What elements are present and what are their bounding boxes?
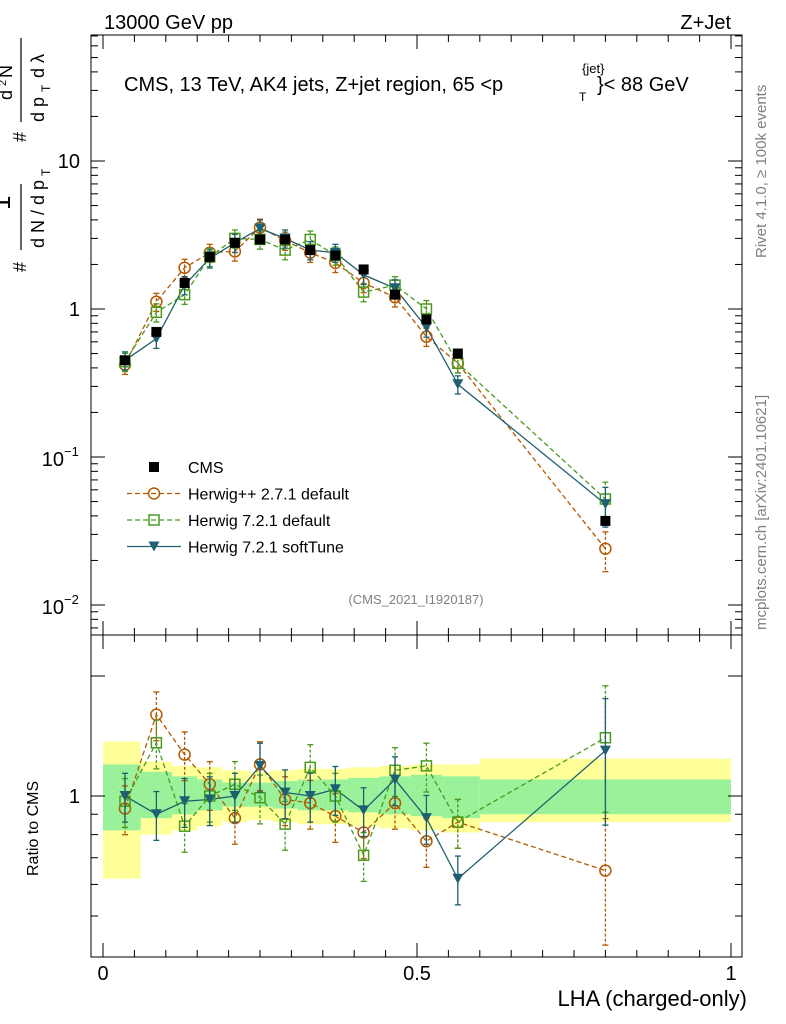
softtune-point [279,787,291,798]
softtune-point [389,774,401,785]
y-axis-label-main: # 1 d N / d p T # d 2 N d p T d λ [0,38,53,272]
svg-text:#: # [10,262,30,272]
softtune-point [119,791,131,801]
cms-point [330,250,341,261]
y-tick-label-exp: −2 [64,592,79,607]
softtune-point [150,809,162,820]
svg-text:d: d [0,90,16,100]
x-tick-label: 1 [725,963,736,985]
herwig721-point [452,816,464,828]
herwig721-point [150,737,163,749]
x-tick-label: 0.5 [403,963,431,985]
cms-point [600,515,611,526]
herwigpp-point [599,542,612,555]
cms-point [390,289,401,300]
ratio-line-0 [124,713,606,872]
header-right: Z+Jet [680,12,731,34]
svg-text:N: N [0,65,16,78]
y-tick-label: 1 [69,299,80,321]
herwig721-point [357,286,370,298]
herwig721-point [420,303,433,315]
band-inner-bin [442,776,480,819]
svg-text:T: T [39,84,53,92]
svg-text:}< 88 GeV: }< 88 GeV [597,74,689,96]
y-tick-label-exp: −1 [64,444,79,459]
softtune-point [358,805,370,816]
softtune-point [420,322,432,333]
svg-text:1: 1 [0,196,16,210]
cms-point [280,234,291,245]
softtune-point [599,499,611,510]
cms-point [179,277,190,288]
analysis-tag: (CMS_2021_I1920187) [348,592,483,607]
legend-label: Herwig 7.2.1 default [188,513,331,530]
plot-title: CMS, 13 TeV, AK4 jets, Z+jet region, 65 … [124,61,689,104]
legend: CMS Herwig++ 2.7.1 default Herwig 7.2.1 de… [127,460,350,557]
herwig721-point [420,760,433,772]
y-tick-label: 10 [42,449,64,471]
softtune-point [452,873,464,884]
ratio-line-2 [124,750,606,880]
softtune-point [304,791,316,801]
y-tick-label: 10 [42,597,64,619]
x-axis-label: LHA (charged-only) [557,986,747,1011]
softtune-point [452,379,464,390]
svg-text:CMS, 13 TeV, AK4 jets, Z+jet r: CMS, 13 TeV, AK4 jets, Z+jet region, 65 … [124,74,503,96]
herwig721-point [148,514,160,526]
y-axis-label-ratio: Ratio to CMS [25,781,42,876]
herwig721-point [254,791,266,804]
softtune-point [254,760,266,771]
legend-label: CMS [188,460,224,477]
cms-point [149,462,159,472]
softtune-point [148,541,160,552]
softtune-point [329,784,341,795]
svg-text:d N / d p: d N / d p [28,180,48,248]
herwigpp-point [599,864,612,877]
svg-text:T: T [579,90,587,104]
cms-point [452,348,463,359]
band-inner-bin [103,764,141,831]
svg-text:2: 2 [0,80,9,86]
cms-point [151,326,162,337]
legend-label: Herwig++ 2.7.1 default [188,487,350,504]
main-series [118,218,612,573]
x-tick-label: 0 [97,963,108,985]
ratio-uncertainty-bands [103,741,731,879]
rivet-label: Rivet 4.1.0, ≥ 100k events [753,85,770,258]
svg-text:T: T [39,168,53,176]
legend-label: Herwig 7.2.1 softTune [188,540,344,557]
svg-text:{jet}: {jet} [582,61,605,76]
softtune-point [599,745,611,756]
softtune-point [420,813,432,824]
header-left: 13000 GeV pp [104,12,233,34]
svg-text:d p: d p [28,97,48,122]
softtune-point [254,223,266,234]
svg-text:#: # [10,132,30,142]
ratio-y-tick-label: 1 [69,786,80,808]
cms-point [305,245,316,256]
herwigpp-point [178,261,191,274]
herwig721-point [150,306,163,319]
herwigpp-point [147,487,161,500]
y-tick-label: 10 [58,151,80,173]
ratio-series [118,685,612,946]
softtune-point [204,794,216,805]
cms-point [229,237,240,248]
softtune-point [389,283,401,294]
cms-point [204,251,215,262]
cms-point [119,355,130,366]
herwig721-point [304,761,316,774]
herwig721-point [357,849,370,862]
cms-point [421,314,432,325]
softtune-point [179,796,191,807]
cms-point [255,234,265,245]
svg-text:d λ: d λ [28,54,48,78]
cms-point [358,264,369,275]
herwigpp-point [178,748,191,761]
softtune-point [229,791,241,801]
mcplots-label: mcplots.cern.ch [arXiv:2401.10621] [753,395,770,630]
